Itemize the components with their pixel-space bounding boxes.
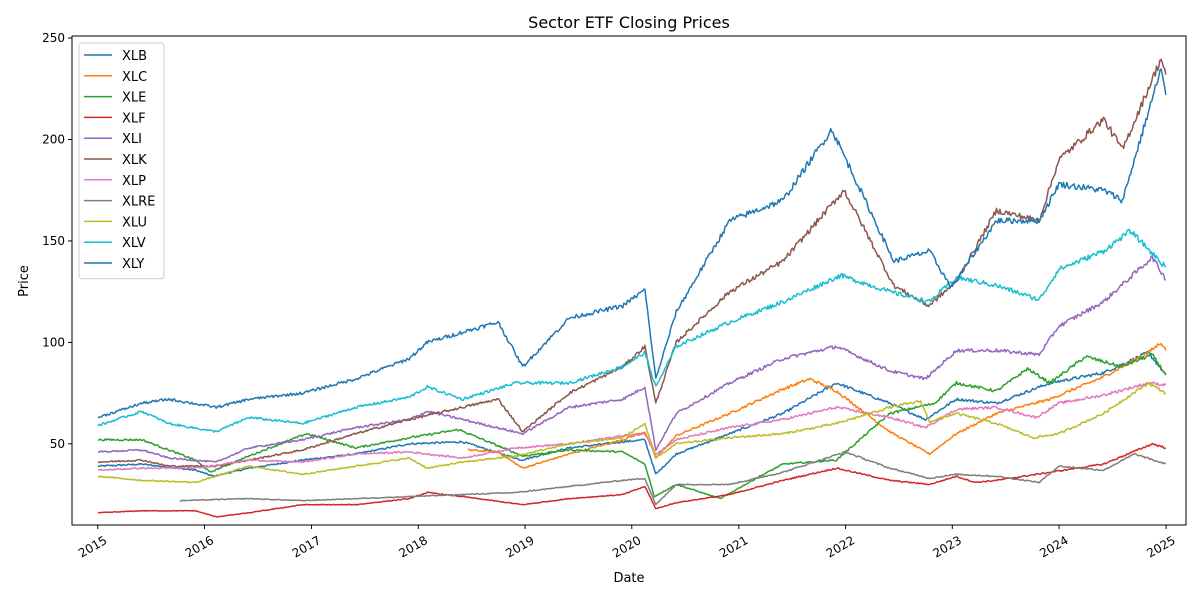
series-line-xlv [97, 228, 1167, 433]
x-tick-label: 2020 [610, 533, 643, 560]
y-tick-label: 250 [42, 31, 65, 45]
legend: XLB XLC XLE XLF XLI XLK XLP XLRE XLU XLV XLY [78, 42, 165, 280]
series-line-xlf [97, 442, 1167, 518]
series-line-xlre [179, 450, 1167, 506]
legend-label-xli: XLI [122, 132, 142, 147]
x-tick-label: 2023 [931, 533, 964, 560]
plot-frame [71, 35, 1187, 526]
legend-label-xlk: XLK [122, 153, 147, 168]
y-tick-label: 50 [50, 437, 65, 451]
series-line-xly [97, 68, 1167, 419]
series-layer [97, 58, 1167, 518]
x-tick-label: 2016 [183, 533, 216, 560]
x-tick-label: 2022 [824, 533, 857, 560]
x-tick-label: 2015 [76, 533, 109, 560]
x-tick-label: 2025 [1144, 533, 1177, 560]
legend-box [78, 42, 165, 280]
y-tick-label: 100 [42, 335, 65, 349]
legend-label-xlv: XLV [122, 236, 146, 251]
x-axis-label: Date [613, 571, 644, 586]
x-tick-label: 2019 [503, 533, 536, 560]
legend-label-xlb: XLB [122, 49, 147, 64]
series-line-xlp [97, 381, 1167, 472]
y-axis-label: Price [17, 265, 32, 297]
x-axis-ticks: 2015 2016 2017 2018 2019 2020 2021 2022 2023 2024… [76, 525, 1178, 561]
y-tick-label: 200 [42, 132, 65, 146]
series-line-xli [97, 255, 1166, 463]
x-tick-label: 2024 [1037, 533, 1070, 560]
plot-background [72, 36, 1186, 525]
legend-label-xly: XLY [122, 257, 144, 272]
legend-label-xlu: XLU [122, 215, 147, 230]
chart-title: Sector ETF Closing Prices [528, 13, 730, 32]
y-tick-label: 150 [42, 234, 65, 248]
x-tick-label: 2017 [290, 533, 323, 560]
series-line-xlb [97, 350, 1167, 478]
series-line-xlk [97, 58, 1167, 468]
series-line-xle [97, 352, 1167, 500]
x-tick-label: 2018 [397, 533, 430, 560]
legend-label-xle: XLE [122, 91, 146, 106]
y-axis-ticks: 50 100 150 200 250 [42, 31, 72, 451]
legend-label-xlp: XLP [122, 174, 146, 189]
x-tick-label: 2021 [717, 533, 750, 560]
legend-label-xlc: XLC [122, 70, 147, 85]
legend-label-xlre: XLRE [122, 195, 155, 210]
legend-label-xlf: XLF [122, 111, 146, 126]
series-line-xlu [97, 381, 1167, 484]
